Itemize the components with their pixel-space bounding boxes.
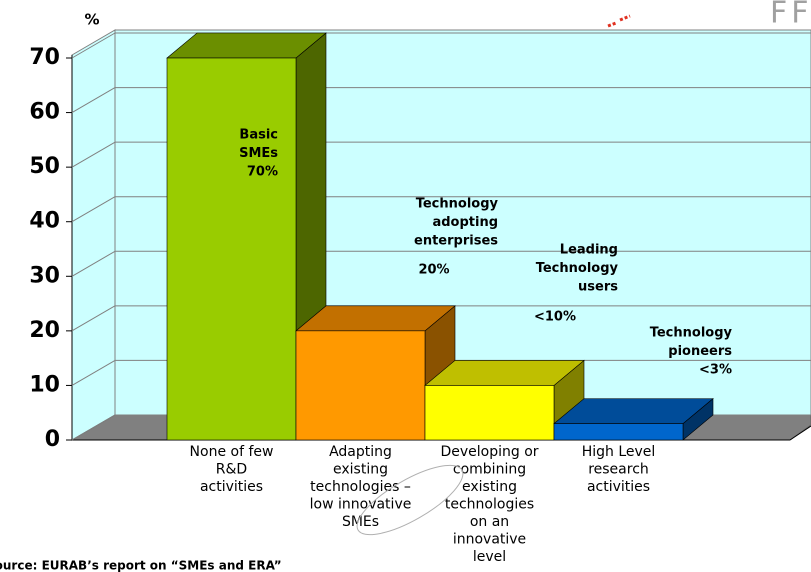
x-tick-label: SMEs [342,514,379,530]
highlight-ellipse [356,464,464,536]
x-tick-label: on an [470,514,509,530]
annotation: Leading [560,243,618,258]
bar [166,57,297,441]
grid-line [71,305,116,332]
x-tick-label: innovative [453,532,526,548]
y-axis-label: % [84,11,99,29]
bar [424,385,555,441]
y-tick-label: 30 [29,263,60,288]
annotation-value: 70% [247,165,278,180]
annotation: Technology [650,326,733,341]
y-tick-label: 50 [29,154,60,179]
x-tick-label: level [473,549,506,565]
x-tick-label: existing [333,462,388,478]
annotation: adopting [432,215,498,230]
grid-line [71,32,116,59]
annotation-value: <3% [699,363,732,378]
x-tick-label: low innovative [310,497,412,513]
logo-mark [607,14,631,28]
x-tick-label: research [588,462,649,478]
annotation: users [578,280,618,295]
annotation-value: <10% [534,310,576,325]
source-note: Source: EURAB’s report on “SMEs and ERA” [0,559,282,572]
grid-line [71,87,116,114]
y-tick-label: 20 [29,318,60,343]
annotation: pioneers [668,344,732,359]
y-tick-label: 0 [45,427,60,452]
grid-line [71,414,116,441]
grid-line [71,250,116,277]
floor-edge [789,425,811,441]
x-tick-label: technologies [445,497,534,513]
x-tick-label: R&D [216,462,247,478]
y-tick-label: 60 [29,100,60,125]
logo-text: FFC [770,0,811,31]
x-tick-label: activities [587,479,650,495]
grid-line [71,141,116,168]
grid-line [71,196,116,223]
bar [295,330,426,441]
annotation: enterprises [414,234,498,249]
annotation: SMEs [239,146,278,161]
annotation-value: 20% [418,263,449,278]
x-tick-label: None of few [190,444,274,460]
y-tick-label: 40 [29,209,60,234]
annotation: Technology [416,197,499,212]
x-tick-label: Adapting [329,444,392,460]
x-tick-label: existing [462,479,517,495]
grid-line [71,359,116,386]
annotation: Basic [239,128,278,143]
y-tick-label: 10 [29,372,60,397]
y-tick-label: 70 [29,45,60,70]
x-tick-label: High Level [582,444,656,460]
bar [553,423,684,441]
x-tick-label: combining [453,462,526,478]
x-tick-label: Developing or [440,444,538,460]
x-tick-label: technologies – [310,479,411,495]
annotation: Technology [536,261,619,276]
x-tick-label: activities [200,479,263,495]
